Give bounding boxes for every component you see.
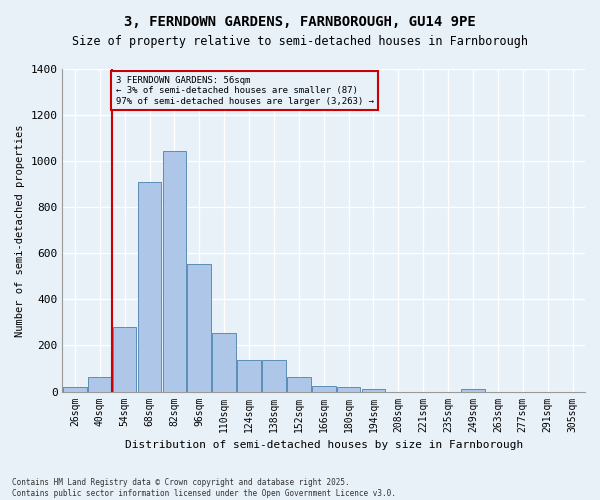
- Bar: [461, 390, 485, 392]
- Bar: [137, 182, 161, 392]
- Bar: [287, 376, 311, 392]
- Text: 3 FERNDOWN GARDENS: 56sqm
← 3% of semi-detached houses are smaller (87)
97% of s: 3 FERNDOWN GARDENS: 56sqm ← 3% of semi-d…: [116, 76, 374, 106]
- Bar: [337, 387, 361, 392]
- Text: Size of property relative to semi-detached houses in Farnborough: Size of property relative to semi-detach…: [72, 35, 528, 48]
- Bar: [163, 151, 186, 392]
- Text: 3, FERNDOWN GARDENS, FARNBOROUGH, GU14 9PE: 3, FERNDOWN GARDENS, FARNBOROUGH, GU14 9…: [124, 15, 476, 29]
- Y-axis label: Number of semi-detached properties: Number of semi-detached properties: [15, 124, 25, 336]
- Bar: [362, 389, 385, 392]
- Bar: [187, 264, 211, 392]
- Bar: [237, 360, 261, 392]
- Bar: [212, 333, 236, 392]
- Bar: [113, 327, 136, 392]
- Text: Contains HM Land Registry data © Crown copyright and database right 2025.
Contai: Contains HM Land Registry data © Crown c…: [12, 478, 396, 498]
- Bar: [312, 386, 335, 392]
- Bar: [63, 388, 86, 392]
- Bar: [262, 360, 286, 392]
- Bar: [88, 376, 112, 392]
- X-axis label: Distribution of semi-detached houses by size in Farnborough: Distribution of semi-detached houses by …: [125, 440, 523, 450]
